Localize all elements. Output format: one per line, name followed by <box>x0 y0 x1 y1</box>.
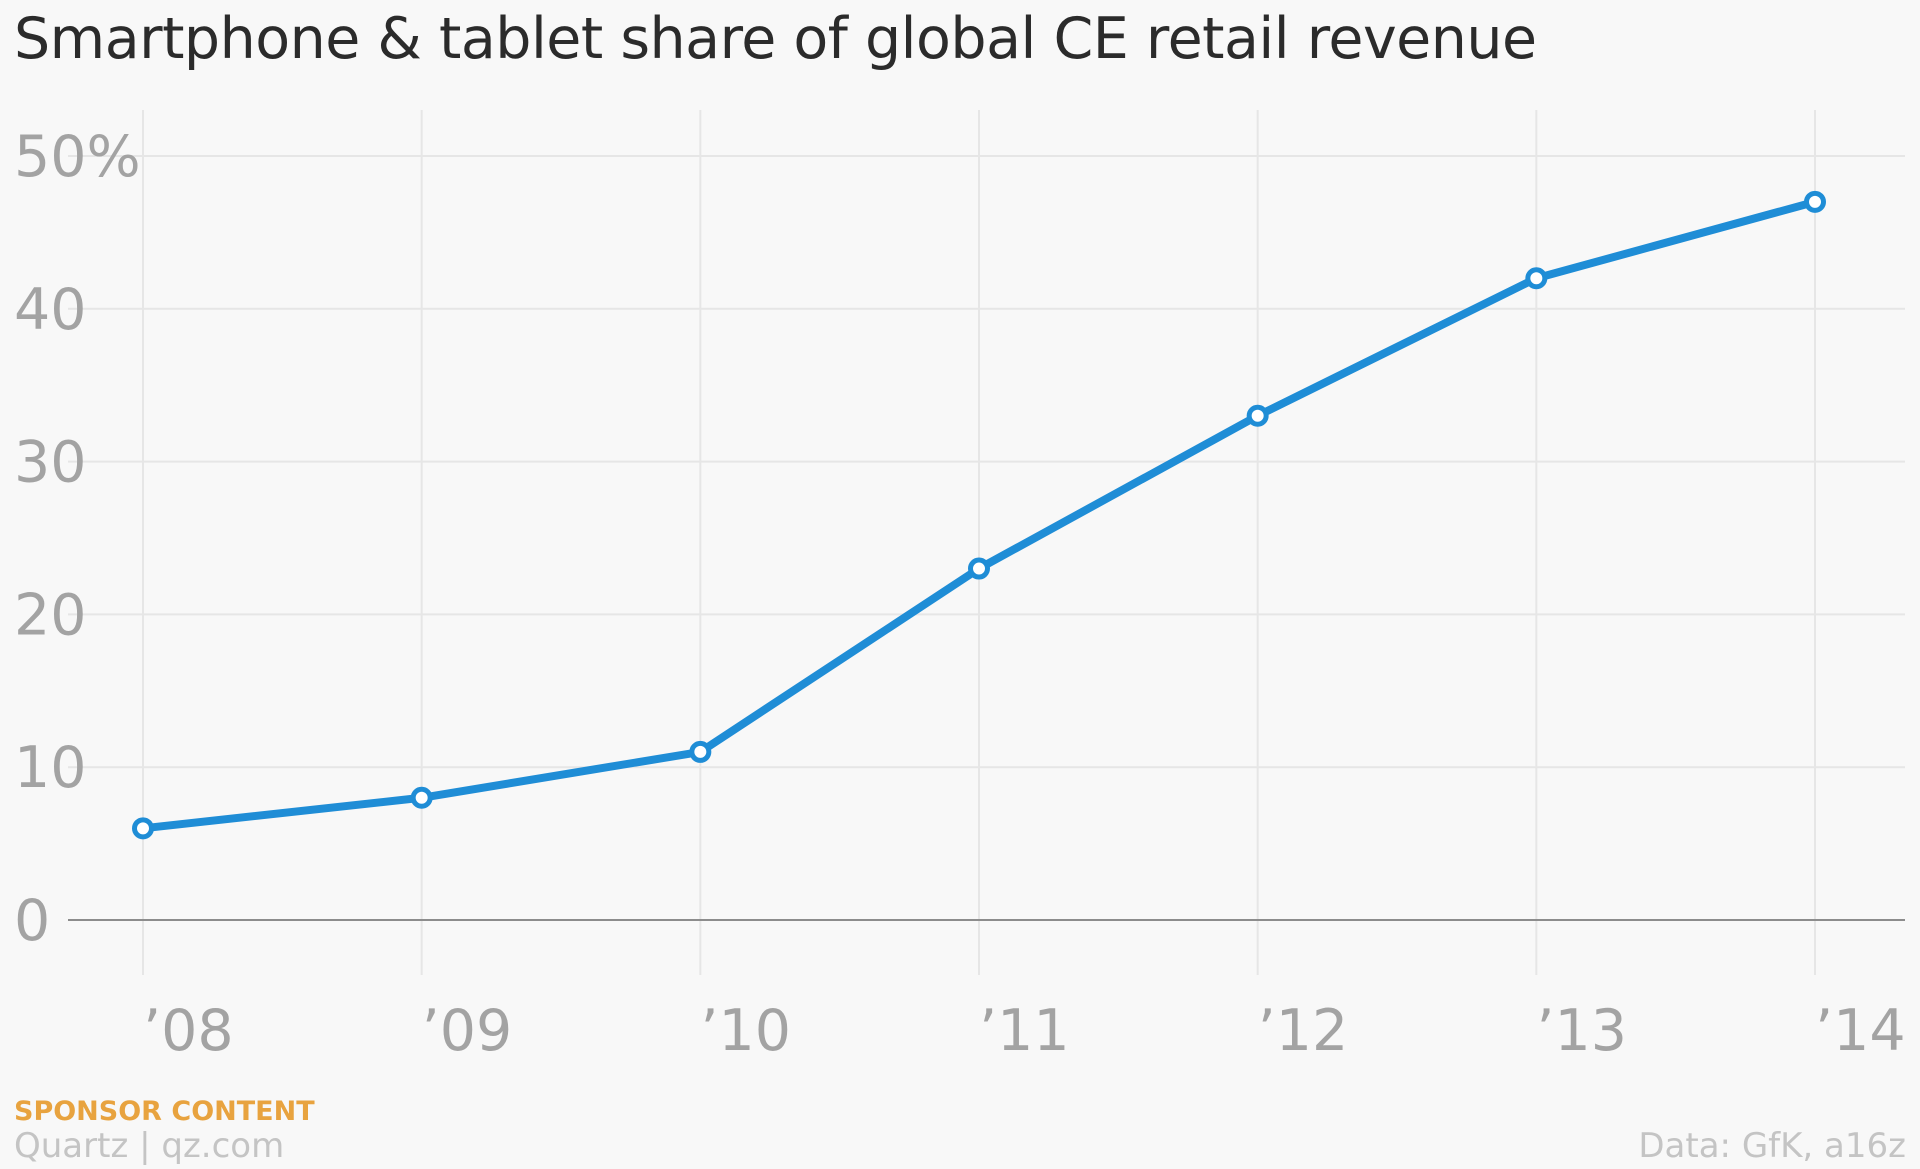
data-point <box>1804 190 1826 213</box>
data-point <box>968 557 990 580</box>
y-tick-label: 50% <box>14 124 141 190</box>
x-tick-label: ’10 <box>700 998 791 1064</box>
sponsor-label: SPONSOR CONTENT <box>14 1096 315 1127</box>
data-point <box>132 817 154 840</box>
chart-title: Smartphone & tablet share of global CE r… <box>14 6 1537 72</box>
data-point <box>1246 404 1269 427</box>
series <box>132 190 1826 840</box>
gridlines <box>68 110 1905 975</box>
y-tick-label: 20 <box>14 582 87 648</box>
data-source: Data: GfK, a16z <box>1638 1126 1906 1166</box>
y-tick-label: 0 <box>14 888 50 954</box>
x-tick-label: ’12 <box>1258 998 1349 1064</box>
data-point <box>1525 267 1548 290</box>
footer-brand: Quartz | qz.com <box>14 1126 285 1166</box>
x-tick-label: ’13 <box>1536 998 1627 1064</box>
x-tick-label: ’14 <box>1815 998 1906 1064</box>
x-tick-label: ’09 <box>422 998 513 1064</box>
x-tick-label: ’08 <box>143 998 234 1064</box>
y-tick-label: 10 <box>14 735 87 801</box>
tick-labels: 0 10 20 30 40 50% ’08 ’09 ’10 ’11 ’12 ’13 ’14 <box>14 124 1906 1064</box>
y-tick-label: 30 <box>14 430 87 496</box>
data-point <box>689 740 712 763</box>
y-tick-label: 40 <box>14 277 87 343</box>
x-tick-label: ’11 <box>979 998 1070 1064</box>
data-point <box>410 786 433 809</box>
